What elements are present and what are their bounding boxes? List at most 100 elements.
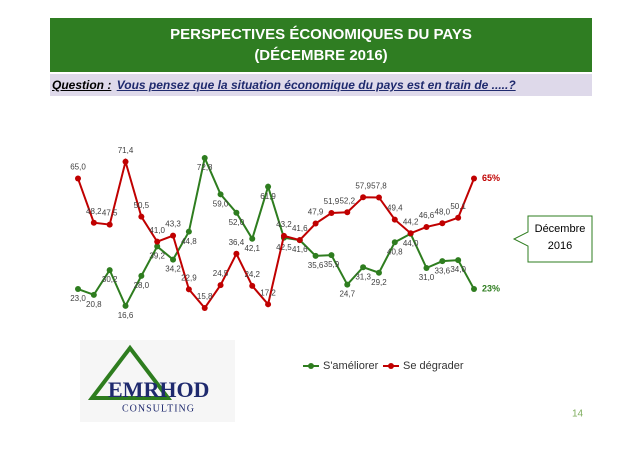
data-point xyxy=(154,238,161,245)
data-label: 28,0 xyxy=(134,281,150,290)
legend-label: Se dégrader xyxy=(403,360,464,372)
data-point xyxy=(312,252,319,259)
data-label: 42,1 xyxy=(244,244,260,253)
data-point xyxy=(391,216,398,223)
data-point xyxy=(170,256,177,263)
data-point xyxy=(360,264,367,271)
data-label: 41,6 xyxy=(292,224,308,233)
callout-box xyxy=(512,215,593,263)
data-point xyxy=(455,214,462,221)
data-label: 57,9 xyxy=(355,181,371,190)
data-label: 24,5 xyxy=(213,269,229,278)
data-label: 50,5 xyxy=(134,201,150,210)
data-point xyxy=(75,286,81,293)
data-label: 50,1 xyxy=(450,202,466,211)
series-line xyxy=(77,157,475,310)
data-point xyxy=(280,232,287,239)
data-label: 52,0 xyxy=(229,218,245,227)
data-point xyxy=(106,221,113,228)
data-label: 36,4 xyxy=(229,238,245,247)
data-label: 40,8 xyxy=(387,247,403,256)
data-label: 34,0 xyxy=(450,265,466,274)
data-point xyxy=(375,269,382,276)
data-point xyxy=(75,175,81,182)
data-label: 48,2 xyxy=(86,207,102,216)
callout-text: Décembre xyxy=(535,223,586,235)
data-label: 20,8 xyxy=(86,300,102,309)
logo-sub: CONSULTING xyxy=(122,403,195,414)
logo-name: EMRHOD xyxy=(108,377,209,402)
data-label: 44,8 xyxy=(181,237,197,246)
data-label: 71,4 xyxy=(118,146,134,155)
data-label: 61,9 xyxy=(260,192,276,201)
data-point xyxy=(201,305,208,311)
data-point xyxy=(471,286,477,293)
data-label: 33,6 xyxy=(435,266,451,275)
data-label: 23% xyxy=(482,283,500,293)
legend-swatch xyxy=(388,363,394,369)
logo-mark xyxy=(87,344,173,400)
data-label: 15,8 xyxy=(197,292,213,301)
data-point xyxy=(375,194,382,201)
data-label: 47,5 xyxy=(102,209,118,218)
data-label: 41,6 xyxy=(292,245,308,254)
data-label: 52,2 xyxy=(339,196,355,205)
legend-label: S'améliorer xyxy=(323,360,379,372)
question-text: Vous pensez que la situation économique … xyxy=(116,78,516,92)
data-point xyxy=(138,272,145,279)
data-point xyxy=(423,265,430,271)
data-point xyxy=(122,158,129,165)
data-label: 24,7 xyxy=(339,290,355,299)
data-point xyxy=(423,223,430,230)
data-point xyxy=(217,191,224,198)
data-point xyxy=(312,220,319,227)
data-point xyxy=(391,239,398,246)
data-label: 43,2 xyxy=(276,220,292,229)
data-point xyxy=(360,194,367,201)
data-label: 59,0 xyxy=(213,199,229,208)
question-bar: Question : Vous pensez que la situation … xyxy=(50,74,592,96)
data-point xyxy=(439,220,446,227)
data-label: 16,6 xyxy=(118,311,134,320)
data-point xyxy=(265,183,272,190)
data-label: 42,5 xyxy=(276,243,292,252)
data-label: 34,2 xyxy=(165,265,181,274)
data-label: 51,9 xyxy=(324,197,340,206)
data-point xyxy=(170,232,177,239)
data-label: 72,8 xyxy=(197,163,213,172)
question-label: Question : xyxy=(52,78,112,92)
data-label: 17,2 xyxy=(260,288,276,297)
data-point xyxy=(217,282,224,289)
data-point xyxy=(201,155,208,161)
data-label: 41,0 xyxy=(149,226,165,235)
callout-text: 2016 xyxy=(548,240,572,252)
data-point xyxy=(265,301,272,308)
data-label: 29,2 xyxy=(371,278,387,287)
data-label: 49,4 xyxy=(387,204,403,213)
data-label: 30,2 xyxy=(102,275,118,284)
data-point xyxy=(185,228,192,235)
data-label: 43,3 xyxy=(165,220,181,229)
title-line: PERSPECTIVES ÉCONOMIQUES DU PAYS xyxy=(170,26,472,43)
data-label: 65% xyxy=(482,173,500,183)
data-point xyxy=(90,291,97,298)
data-point xyxy=(106,267,113,274)
data-point xyxy=(185,286,192,293)
data-point xyxy=(471,175,477,182)
data-label: 31,3 xyxy=(355,272,371,281)
data-point xyxy=(233,209,240,216)
data-point xyxy=(249,282,256,289)
data-point xyxy=(249,235,256,242)
data-label: 44,2 xyxy=(403,217,419,226)
page-number: 14 xyxy=(572,409,584,420)
data-label: 48,0 xyxy=(435,207,451,216)
data-label: 35,6 xyxy=(308,261,324,270)
data-point xyxy=(138,213,145,220)
data-label: 35,9 xyxy=(324,260,340,269)
data-label: 57,8 xyxy=(371,182,387,191)
data-point xyxy=(439,258,446,265)
data-label: 23,0 xyxy=(70,294,86,303)
data-label: 22,9 xyxy=(181,273,197,282)
